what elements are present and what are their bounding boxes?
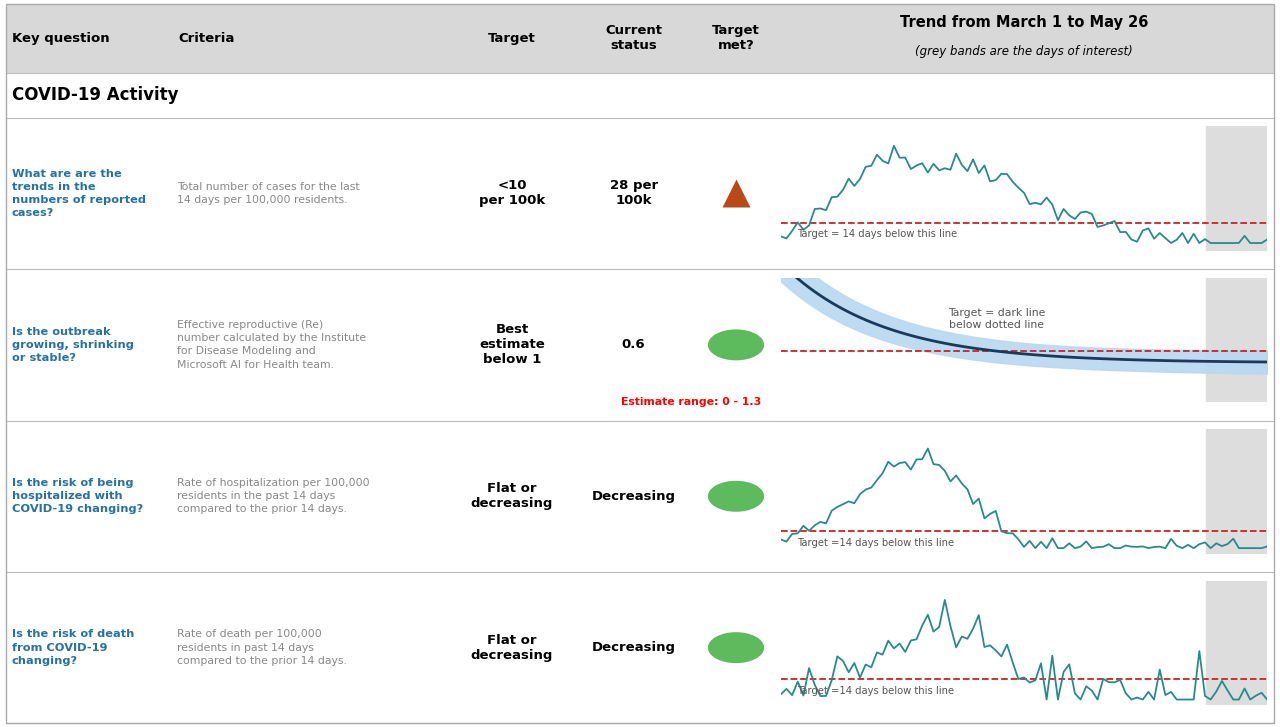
- Text: Best
estimate
below 1: Best estimate below 1: [479, 324, 545, 366]
- Bar: [1206, 429, 1267, 554]
- Text: Current
status: Current status: [605, 24, 662, 52]
- Text: Target =14 days below this line: Target =14 days below this line: [797, 686, 955, 696]
- Bar: [1206, 581, 1267, 705]
- Text: Target = 14 days below this line: Target = 14 days below this line: [797, 230, 957, 239]
- Text: Is the risk of being
hospitalized with
COVID-19 changing?: Is the risk of being hospitalized with C…: [12, 478, 142, 515]
- Text: Target: Target: [488, 32, 536, 44]
- Text: Is the risk of death
from COVID-19
changing?: Is the risk of death from COVID-19 chang…: [12, 630, 134, 666]
- Bar: [1206, 126, 1267, 251]
- Text: Target = dark line
below dotted line: Target = dark line below dotted line: [948, 308, 1046, 330]
- Text: Total number of cases for the last
14 days per 100,000 residents.: Total number of cases for the last 14 da…: [177, 182, 360, 205]
- Ellipse shape: [708, 329, 764, 361]
- Ellipse shape: [708, 481, 764, 512]
- Text: Estimate range: 0 - 1.3: Estimate range: 0 - 1.3: [621, 398, 762, 407]
- Bar: [6, 4, 1274, 73]
- Text: Target
met?: Target met?: [712, 24, 760, 52]
- Text: Key question: Key question: [12, 32, 109, 44]
- Text: Is the outbreak
growing, shrinking
or stable?: Is the outbreak growing, shrinking or st…: [12, 326, 133, 363]
- Text: 0.6: 0.6: [622, 338, 645, 351]
- Text: (grey bands are the days of interest): (grey bands are the days of interest): [915, 45, 1133, 57]
- Text: What are are the
trends in the
numbers of reported
cases?: What are are the trends in the numbers o…: [12, 169, 146, 218]
- Text: Target =14 days below this line: Target =14 days below this line: [797, 538, 955, 548]
- Text: Decreasing: Decreasing: [591, 641, 676, 654]
- Text: Criteria: Criteria: [178, 32, 234, 44]
- Ellipse shape: [708, 632, 764, 663]
- Text: Rate of hospitalization per 100,000
residents in the past 14 days
compared to th: Rate of hospitalization per 100,000 resi…: [177, 478, 369, 515]
- Text: Flat or
decreasing: Flat or decreasing: [471, 634, 553, 662]
- Text: Effective reproductive (Re)
number calculated by the Institute
for Disease Model: Effective reproductive (Re) number calcu…: [177, 320, 366, 369]
- Text: COVID-19 Activity: COVID-19 Activity: [12, 87, 178, 104]
- Text: 28 per
100k: 28 per 100k: [609, 180, 658, 207]
- Text: Decreasing: Decreasing: [591, 490, 676, 503]
- Text: Rate of death per 100,000
residents in past 14 days
compared to the prior 14 day: Rate of death per 100,000 residents in p…: [177, 630, 347, 666]
- Text: <10
per 100k: <10 per 100k: [479, 180, 545, 207]
- Bar: [1206, 278, 1267, 402]
- Text: Trend from March 1 to May 26: Trend from March 1 to May 26: [900, 15, 1148, 30]
- Text: Flat or
decreasing: Flat or decreasing: [471, 482, 553, 510]
